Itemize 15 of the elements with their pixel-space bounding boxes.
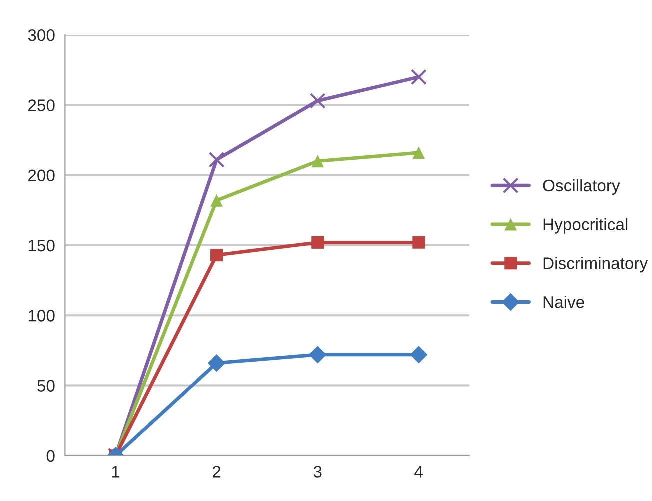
y-tick-label: 100	[28, 310, 55, 322]
y-tick-label: 150	[28, 240, 55, 252]
x-tick-label: 1	[112, 466, 120, 478]
legend-label: Hypocritical	[544, 218, 628, 234]
y-tick-label: 0	[46, 450, 55, 462]
legend-label: Oscillatory	[543, 179, 620, 195]
x-tick-label: 4	[414, 466, 424, 478]
legend-label: Naive	[544, 296, 584, 308]
x-tick-label: 3	[314, 466, 322, 478]
legend-label: Discriminatory	[544, 257, 648, 273]
y-tick-label: 50	[38, 380, 55, 392]
y-tick-label: 250	[28, 100, 55, 112]
y-tick-label: 300	[28, 29, 55, 42]
x-tick-label: 2	[212, 466, 221, 478]
y-tick-label: 200	[28, 170, 55, 182]
